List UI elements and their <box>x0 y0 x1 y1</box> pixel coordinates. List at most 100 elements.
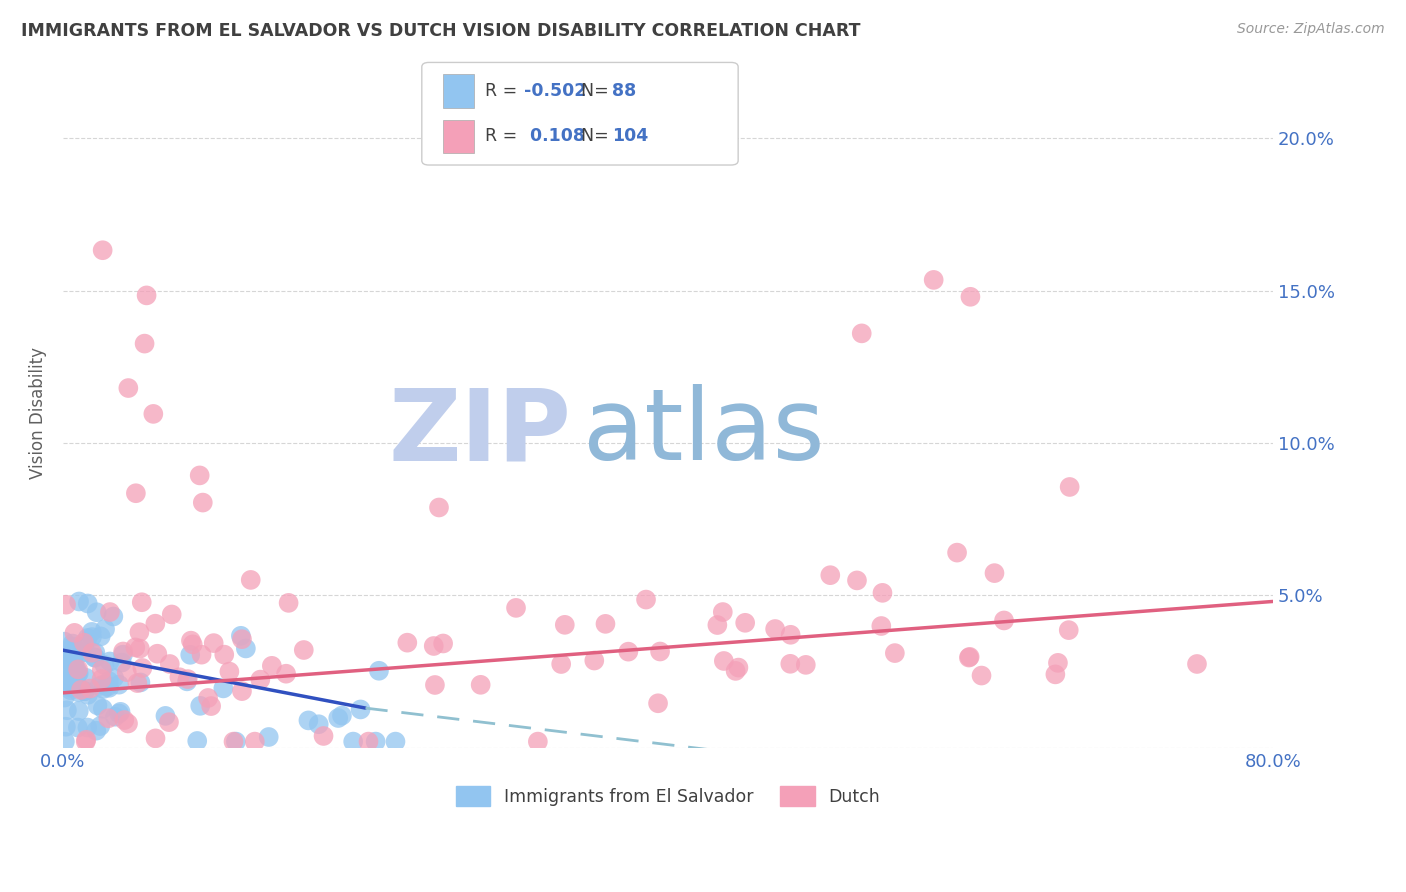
Point <box>993 614 1015 628</box>
Point <box>111 656 134 670</box>
Point <box>229 629 252 643</box>
Point <box>432 636 454 650</box>
Point <box>86 698 108 713</box>
Point <box>56 703 79 717</box>
Point <box>922 273 945 287</box>
Point <box>66 676 89 690</box>
Text: Source: ZipAtlas.com: Source: ZipAtlas.com <box>1237 22 1385 37</box>
Point <box>231 632 253 647</box>
Point <box>1046 656 1069 670</box>
Point <box>155 709 177 723</box>
Point <box>176 674 198 689</box>
Point <box>75 732 97 747</box>
Point <box>89 719 111 733</box>
Point <box>91 681 114 696</box>
Point <box>169 670 191 684</box>
Point <box>349 702 371 716</box>
Point <box>225 734 247 748</box>
Point <box>59 683 82 698</box>
Point <box>617 645 640 659</box>
Point <box>75 645 97 659</box>
Point <box>297 714 319 728</box>
Point <box>763 622 786 636</box>
Point <box>84 646 107 660</box>
Point <box>108 706 131 721</box>
Point <box>63 657 86 672</box>
Point <box>959 649 981 664</box>
Point <box>197 690 219 705</box>
Point <box>67 666 90 681</box>
Point <box>115 665 138 680</box>
Point <box>330 708 353 723</box>
Point <box>384 734 406 748</box>
Text: N=: N= <box>581 128 614 145</box>
Point <box>794 657 817 672</box>
Point <box>76 721 98 735</box>
Point <box>111 648 134 662</box>
Point <box>308 717 330 731</box>
Point <box>328 711 350 725</box>
Y-axis label: Vision Disability: Vision Disability <box>30 347 46 479</box>
Point <box>851 326 873 341</box>
Point <box>160 607 183 622</box>
Point <box>583 654 606 668</box>
Point <box>63 625 86 640</box>
Point <box>157 715 180 730</box>
Point <box>190 648 212 662</box>
Point <box>66 667 89 681</box>
Point <box>846 574 869 588</box>
Point <box>128 625 150 640</box>
Point <box>72 640 94 654</box>
Point <box>63 667 86 681</box>
Point <box>125 486 148 500</box>
Point <box>368 664 391 678</box>
Point <box>59 681 82 695</box>
Point <box>53 653 76 667</box>
Point <box>231 684 253 698</box>
Point <box>70 682 93 697</box>
Point <box>97 711 120 725</box>
Text: 0.108: 0.108 <box>524 128 585 145</box>
Point <box>134 336 156 351</box>
Point <box>63 679 86 693</box>
Point <box>648 644 671 658</box>
Point <box>117 381 139 395</box>
Point <box>872 586 894 600</box>
Point <box>883 646 905 660</box>
Point <box>65 642 87 657</box>
Point <box>67 704 90 718</box>
Point <box>53 634 76 648</box>
Point <box>135 288 157 302</box>
Text: IMMIGRANTS FROM EL SALVADOR VS DUTCH VISION DISABILITY CORRELATION CHART: IMMIGRANTS FROM EL SALVADOR VS DUTCH VIS… <box>21 22 860 40</box>
Point <box>188 468 211 483</box>
Point <box>91 244 114 258</box>
Point <box>180 633 202 648</box>
Point <box>342 734 364 748</box>
Point <box>1057 623 1080 637</box>
Point <box>75 671 97 685</box>
Point <box>274 666 297 681</box>
Point <box>142 407 165 421</box>
Point <box>1045 667 1067 681</box>
Point <box>94 622 117 636</box>
Point <box>73 636 96 650</box>
Point <box>779 657 801 671</box>
Point <box>65 643 87 657</box>
Point <box>59 670 82 684</box>
Point <box>53 674 76 689</box>
Point <box>212 681 235 696</box>
Text: N=: N= <box>581 82 614 100</box>
Point <box>727 660 749 674</box>
Point <box>260 658 283 673</box>
Point <box>90 672 112 686</box>
Point <box>423 678 446 692</box>
Point <box>80 624 103 639</box>
Point <box>82 646 104 660</box>
Point <box>191 495 214 509</box>
Point <box>93 657 115 672</box>
Point <box>427 500 450 515</box>
Point <box>80 630 103 644</box>
Point <box>84 723 107 738</box>
Point <box>89 679 111 693</box>
Point <box>292 643 315 657</box>
